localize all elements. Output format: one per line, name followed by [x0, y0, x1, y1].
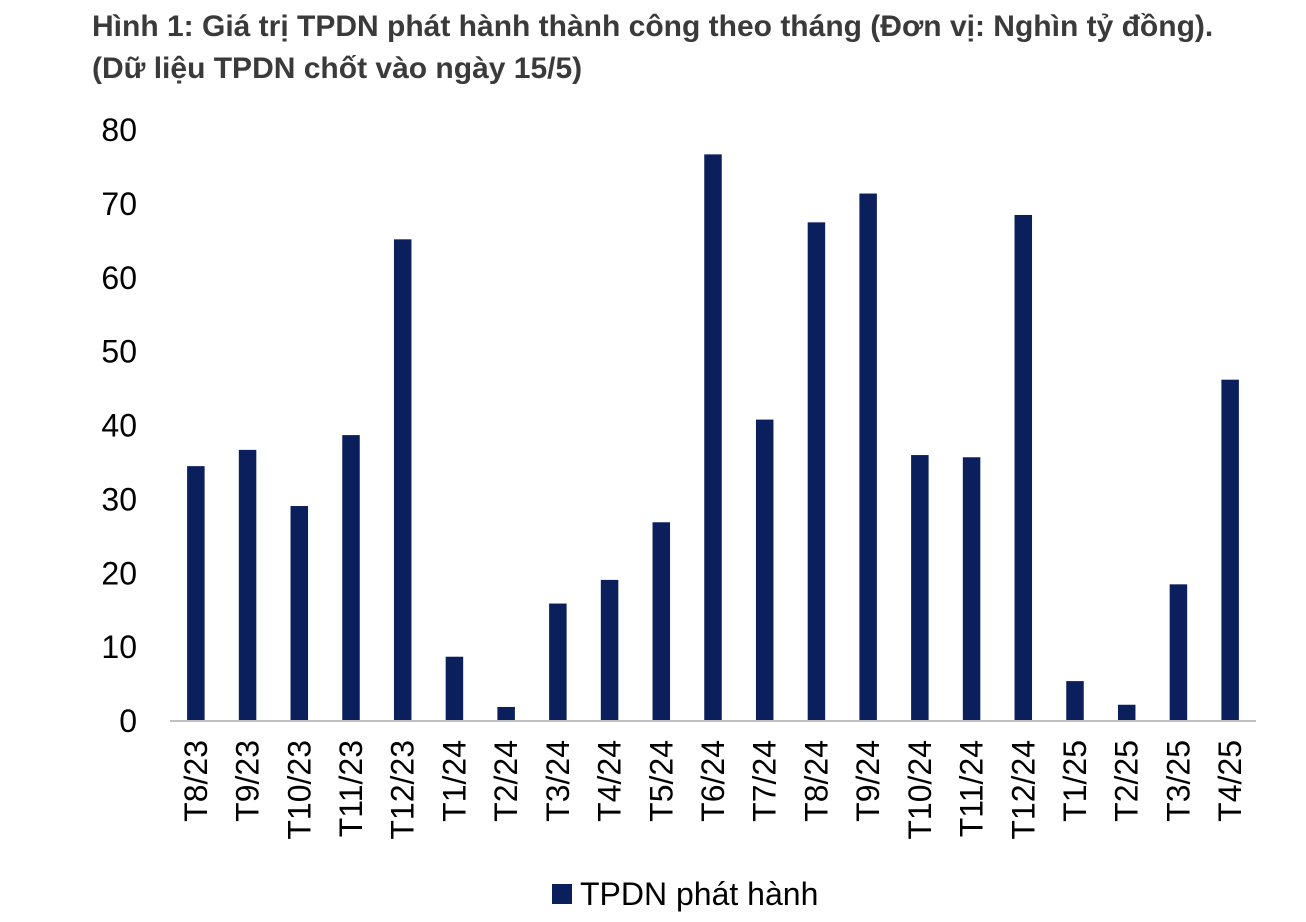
x-tick-label: T11/23: [333, 740, 369, 837]
x-tick-label: T4/24: [592, 740, 628, 822]
bar: [704, 154, 722, 721]
x-tick-label: T2/24: [488, 740, 524, 822]
y-tick-label: 30: [101, 481, 137, 517]
legend: TPDN phát hành: [552, 872, 818, 916]
legend-swatch: [552, 884, 572, 904]
bar: [962, 457, 981, 721]
bar: [1221, 379, 1239, 721]
bar: [652, 522, 671, 721]
bar-series: [187, 154, 1239, 722]
x-tick-label: T12/23: [385, 740, 421, 840]
bar: [238, 449, 257, 721]
x-tick-label: T11/24: [954, 740, 990, 837]
bar: [497, 706, 515, 721]
x-tick-label: T8/23: [178, 740, 214, 822]
bar: [342, 435, 360, 721]
bar: [290, 506, 309, 721]
x-tick-label: T3/25: [1160, 740, 1196, 822]
bar: [755, 419, 774, 721]
bar: [911, 455, 929, 721]
y-tick-label: 10: [101, 629, 137, 665]
bar: [1169, 584, 1188, 721]
x-tick-label: T9/23: [230, 740, 266, 822]
x-tick-label: T6/24: [695, 740, 731, 822]
x-tick-label: T10/24: [902, 740, 938, 840]
x-tick-label: T1/25: [1057, 740, 1093, 822]
x-tick-label: T4/25: [1212, 740, 1248, 822]
legend-label: TPDN phát hành: [580, 875, 819, 912]
y-tick-label: 60: [101, 260, 137, 296]
x-axis-tick-labels: T8/23 T9/23 T10/23 T11/23 T12/23 T1/24 T2/24 T3…: [178, 740, 1248, 840]
bar: [393, 239, 412, 721]
bar: [807, 222, 826, 721]
x-tick-label: T1/24: [436, 740, 472, 822]
y-tick-label: 70: [101, 186, 137, 222]
x-tick-label: T3/24: [540, 740, 576, 822]
bar: [549, 603, 567, 721]
x-tick-label: T10/23: [281, 740, 317, 840]
bar: [600, 579, 619, 721]
x-tick-label: T8/24: [798, 740, 834, 822]
x-tick-label: T5/24: [643, 740, 679, 822]
bar: [187, 466, 205, 721]
y-tick-label: 80: [101, 112, 137, 148]
bar: [1117, 704, 1136, 721]
chart-title: Hình 1: Giá trị TPDN phát hành thành côn…: [92, 10, 1214, 85]
y-tick-label: 50: [101, 334, 137, 370]
y-tick-label: 0: [119, 703, 137, 739]
y-axis-tick-labels: 0 10 20 30 40 50 60 70 80: [101, 112, 137, 739]
x-tick-label: T2/25: [1109, 740, 1145, 822]
x-tick-label: T7/24: [747, 740, 783, 822]
x-tick-label: T12/24: [1005, 740, 1041, 840]
y-tick-label: 20: [101, 555, 137, 591]
bar: [859, 193, 877, 722]
x-tick-label: T9/24: [850, 740, 886, 822]
bar: [1066, 681, 1084, 721]
bar: [1014, 214, 1033, 722]
y-tick-label: 40: [101, 408, 137, 444]
bar: [445, 656, 464, 721]
